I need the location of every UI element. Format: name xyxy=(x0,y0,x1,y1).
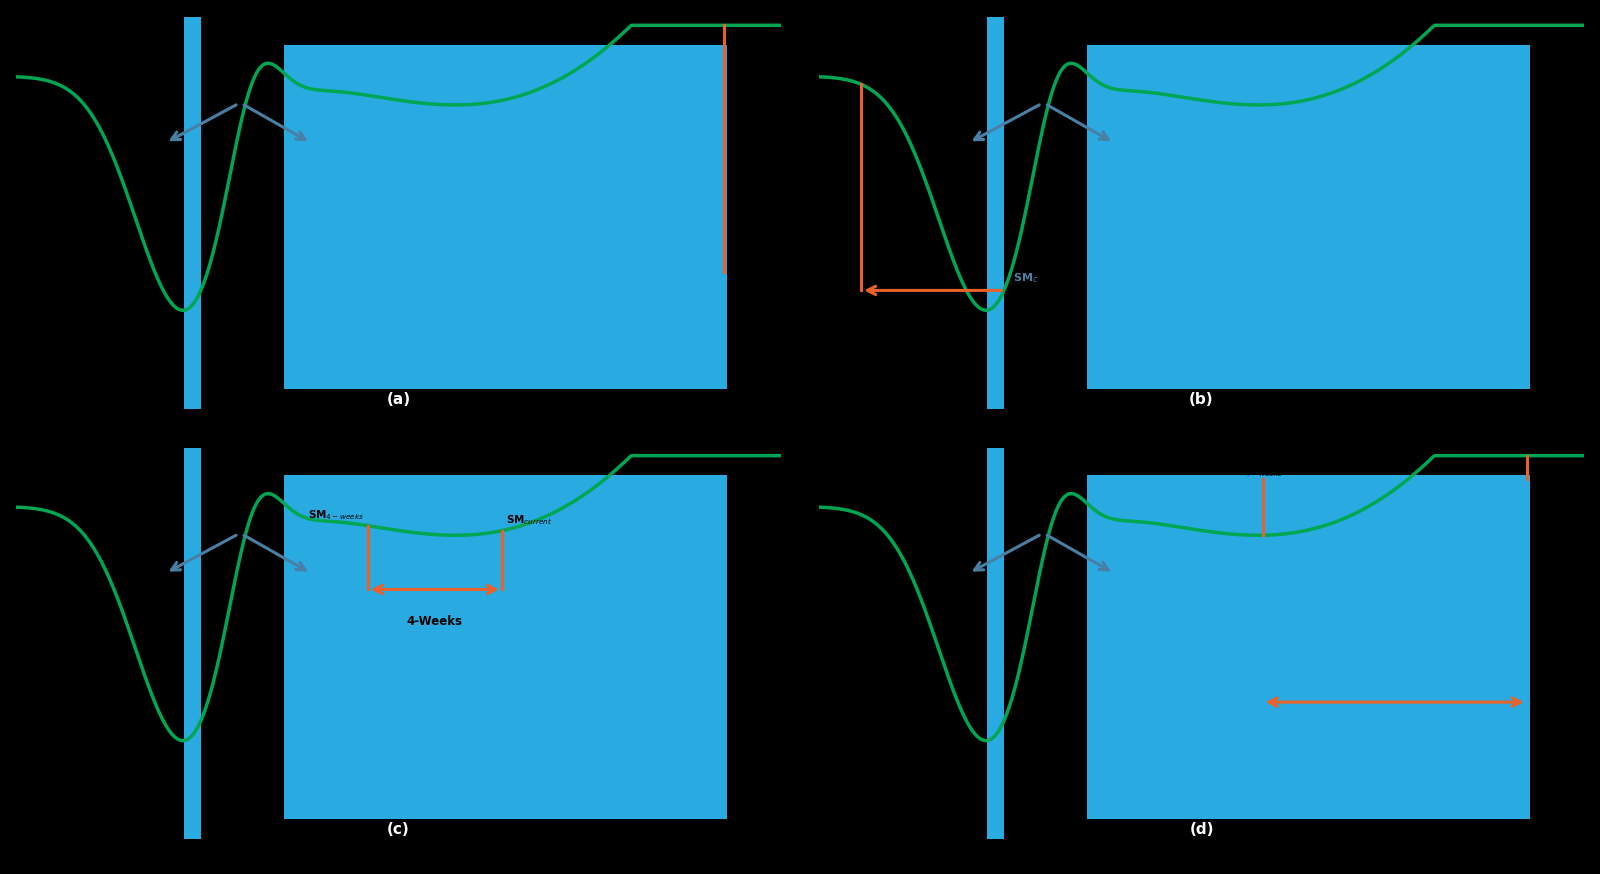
Bar xyxy=(184,447,202,839)
Text: SM$_c$: SM$_c$ xyxy=(1013,271,1038,285)
Text: SM$_{current}$: SM$_{current}$ xyxy=(506,513,552,527)
Bar xyxy=(184,17,202,409)
Bar xyxy=(1086,45,1531,389)
Text: 4-Weeks: 4-Weeks xyxy=(406,615,462,628)
Text: (d): (d) xyxy=(1189,822,1214,837)
Text: SM$_{4-weeks}$: SM$_{4-weeks}$ xyxy=(1227,465,1283,479)
Text: 4-Wee: 4-Wee xyxy=(1533,469,1570,479)
Bar xyxy=(1086,475,1531,820)
Text: (c): (c) xyxy=(387,822,410,837)
Bar xyxy=(987,447,1005,839)
Text: (a): (a) xyxy=(386,392,411,406)
Text: (b): (b) xyxy=(1189,392,1214,406)
Bar xyxy=(283,45,728,389)
Bar xyxy=(987,17,1005,409)
Bar xyxy=(283,475,728,820)
Text: SM$_{4-weeks}$: SM$_{4-weeks}$ xyxy=(307,508,365,522)
